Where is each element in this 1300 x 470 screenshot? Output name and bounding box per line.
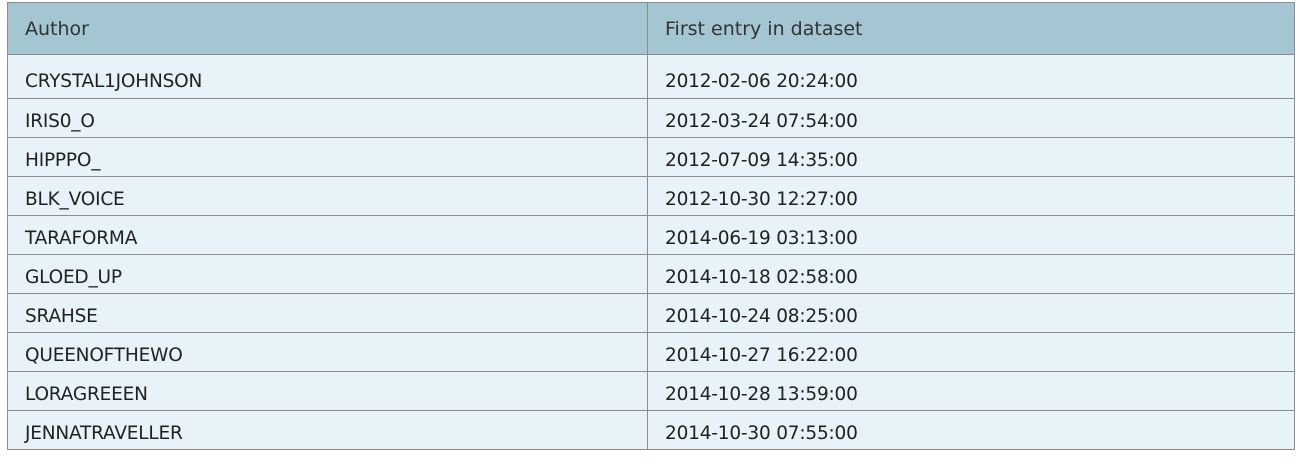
author-cell: LORAGREEEN — [7, 371, 648, 411]
table-row: HIPPPO_ 2012-07-09 14:35:00 — [7, 137, 1295, 177]
first-entry-cell: 2014-10-24 08:25:00 — [647, 293, 1295, 333]
first-entry-cell: 2012-07-09 14:35:00 — [647, 137, 1295, 177]
first-entry-cell: 2014-10-28 13:59:00 — [647, 371, 1295, 411]
table-row: LORAGREEEN 2014-10-28 13:59:00 — [7, 371, 1295, 411]
author-cell: IRIS0_O — [7, 98, 648, 138]
author-cell: QUEENOFTHEWO — [7, 332, 648, 372]
first-entry-cell: 2014-10-30 07:55:00 — [647, 410, 1295, 450]
table-row: SRAHSE 2014-10-24 08:25:00 — [7, 293, 1295, 333]
first-entry-cell: 2014-06-19 03:13:00 — [647, 215, 1295, 255]
table-row: IRIS0_O 2012-03-24 07:54:00 — [7, 98, 1295, 138]
author-cell: GLOED_UP — [7, 254, 648, 294]
author-first-entry-table: Author First entry in dataset CRYSTAL1JO… — [7, 2, 1295, 450]
table-row: GLOED_UP 2014-10-18 02:58:00 — [7, 254, 1295, 294]
table-header-row: Author First entry in dataset — [7, 2, 1295, 55]
table-row: QUEENOFTHEWO 2014-10-27 16:22:00 — [7, 332, 1295, 372]
column-header-first-entry: First entry in dataset — [647, 2, 1295, 55]
table-row: BLK_VOICE 2012-10-30 12:27:00 — [7, 176, 1295, 216]
first-entry-cell: 2012-10-30 12:27:00 — [647, 176, 1295, 216]
column-header-author: Author — [7, 2, 648, 55]
author-cell: JENNATRAVELLER — [7, 410, 648, 450]
author-table-container: Author First entry in dataset CRYSTAL1JO… — [7, 2, 1295, 450]
first-entry-cell: 2012-03-24 07:54:00 — [647, 98, 1295, 138]
author-cell: TARAFORMA — [7, 215, 648, 255]
author-cell: SRAHSE — [7, 293, 648, 333]
first-entry-cell: 2014-10-27 16:22:00 — [647, 332, 1295, 372]
first-entry-cell: 2012-02-06 20:24:00 — [647, 54, 1295, 99]
table-row: TARAFORMA 2014-06-19 03:13:00 — [7, 215, 1295, 255]
author-cell: HIPPPO_ — [7, 137, 648, 177]
author-cell: BLK_VOICE — [7, 176, 648, 216]
table-row: JENNATRAVELLER 2014-10-30 07:55:00 — [7, 410, 1295, 450]
first-entry-cell: 2014-10-18 02:58:00 — [647, 254, 1295, 294]
author-cell: CRYSTAL1JOHNSON — [7, 54, 648, 99]
table-row: CRYSTAL1JOHNSON 2012-02-06 20:24:00 — [7, 54, 1295, 99]
